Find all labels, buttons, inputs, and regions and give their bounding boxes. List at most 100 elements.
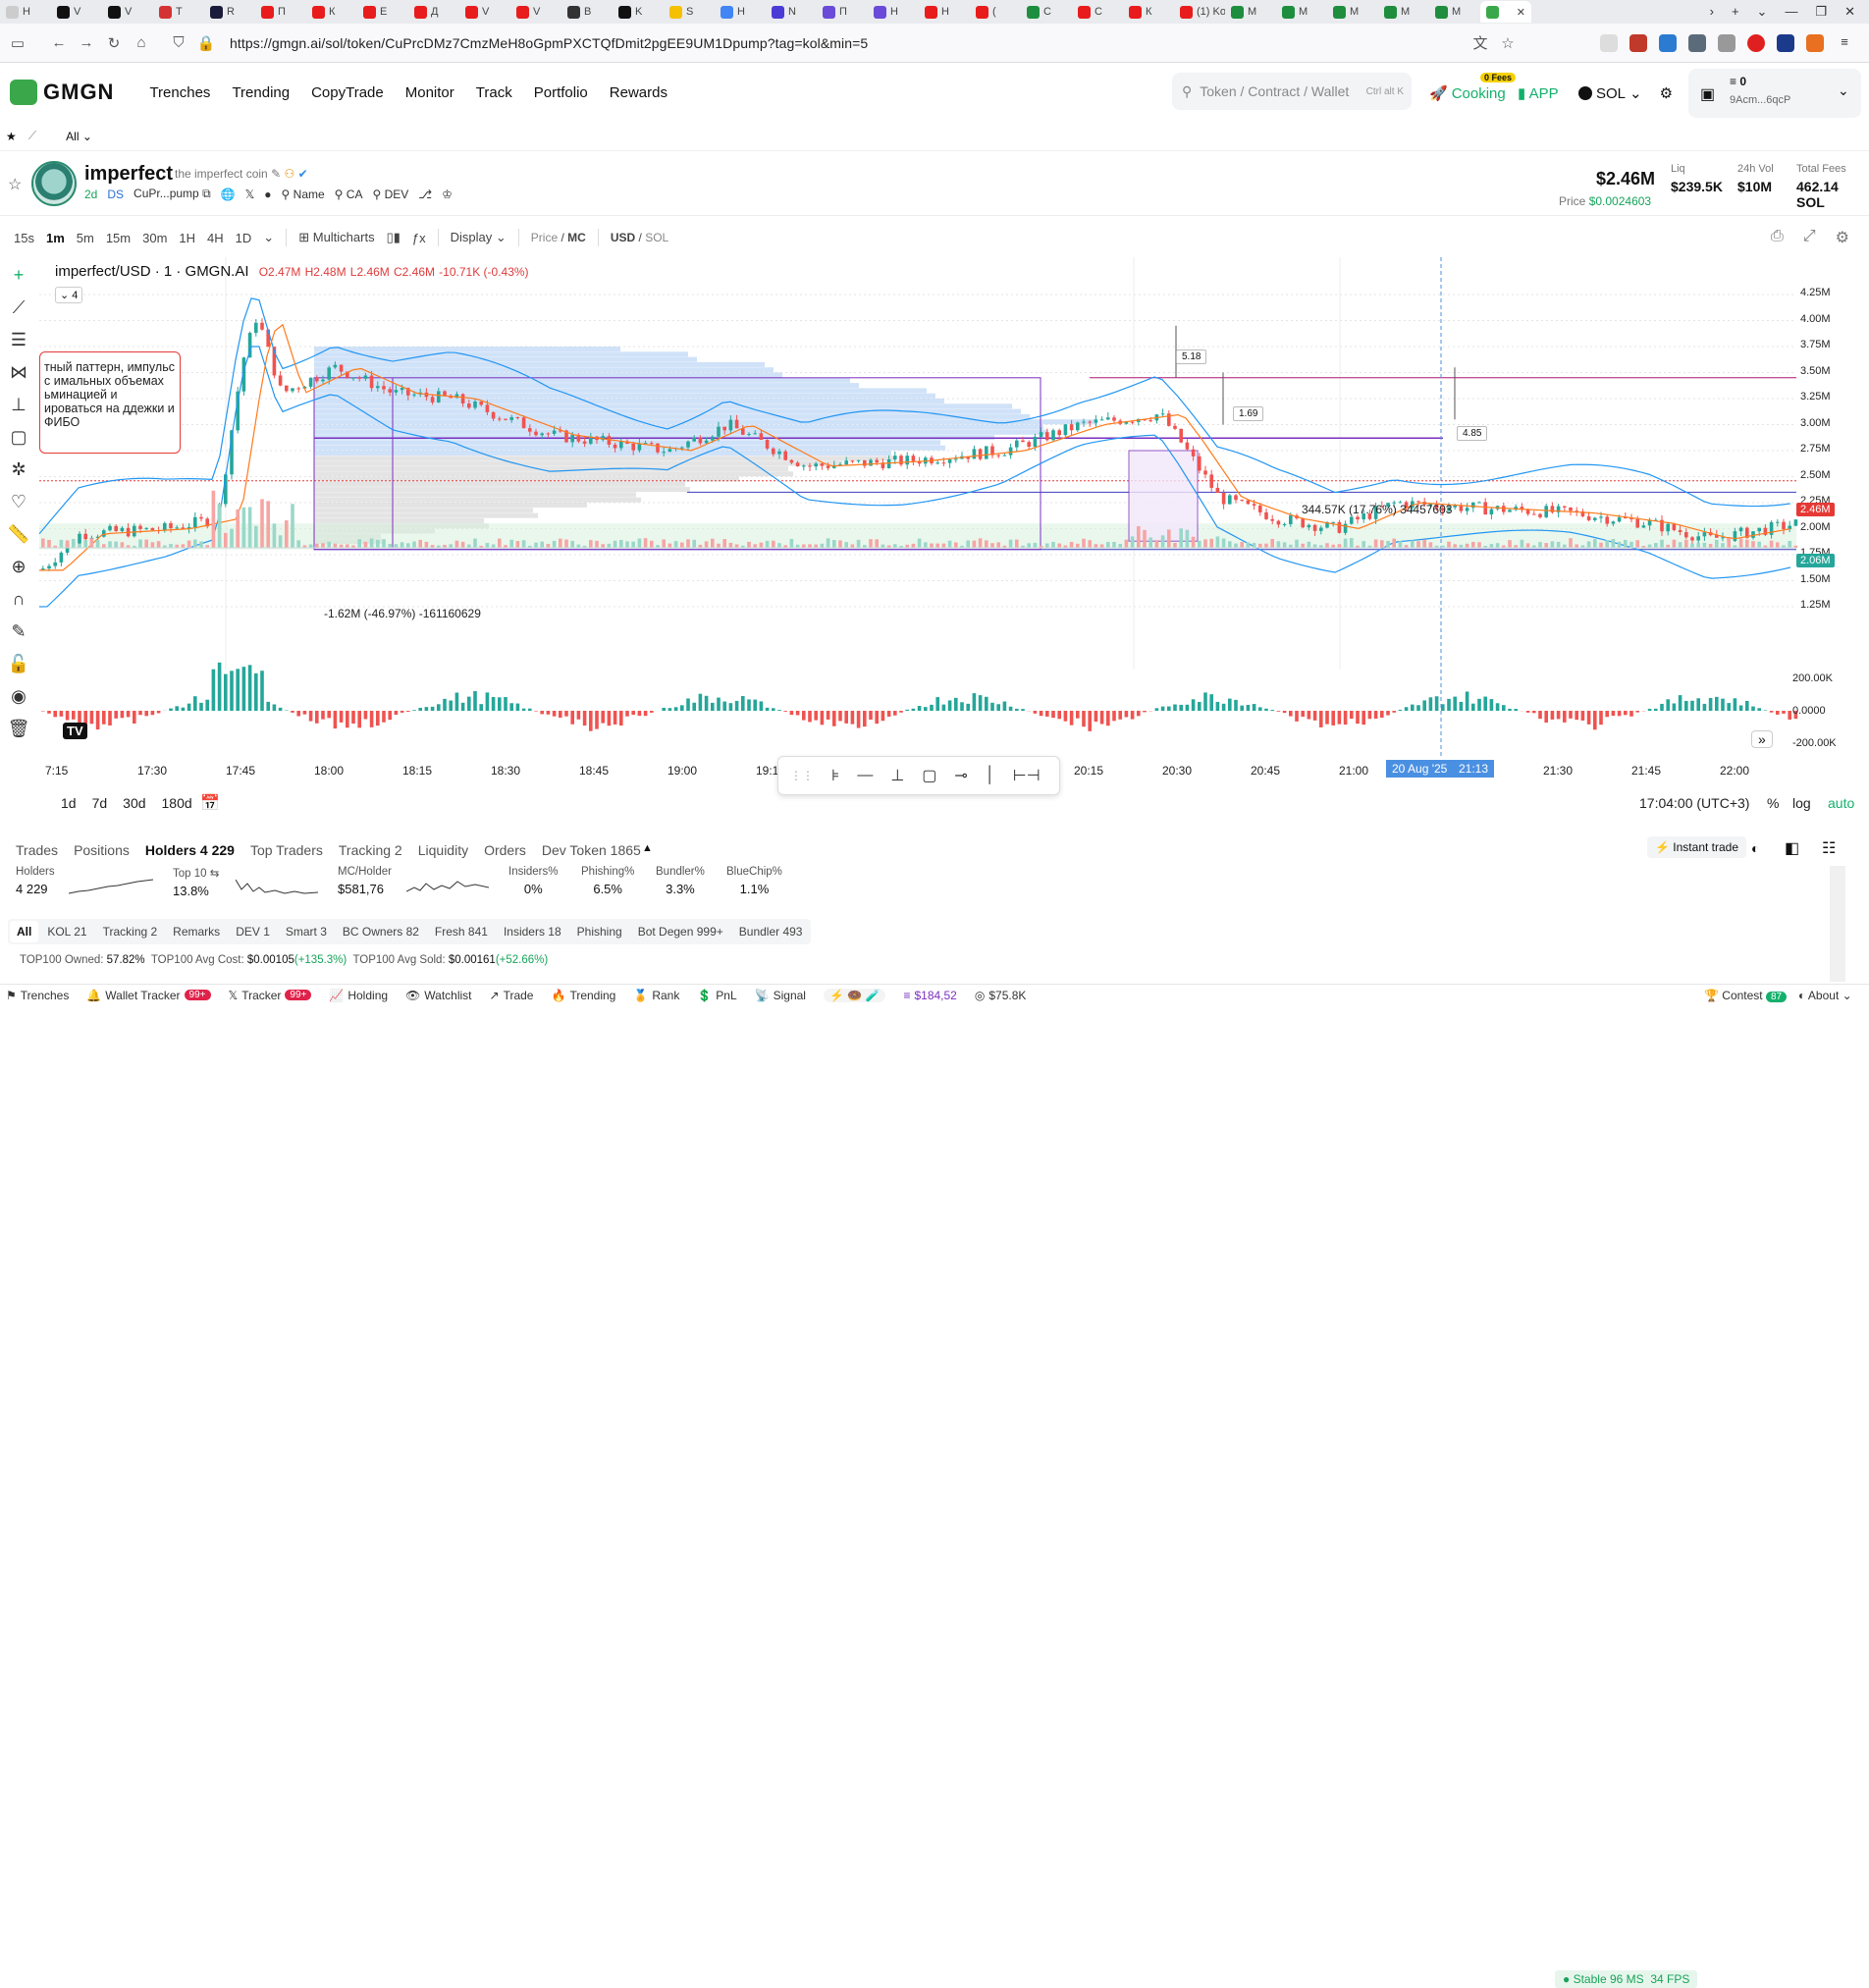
extension-icon[interactable] [1659, 34, 1677, 52]
status-watchlist[interactable]: 👁Watchlist [405, 989, 471, 1002]
quick-icons[interactable]: ⚡ 🍩 🧪 [824, 989, 886, 1002]
tab-dev[interactable]: Dev Token 1865 [542, 842, 641, 858]
browser-tab[interactable]: Е [357, 1, 408, 23]
chart-annotation-note[interactable]: тный паттерн, импульс с имальных объемах… [39, 351, 181, 454]
browser-tab[interactable]: К [306, 1, 357, 23]
percent-toggle[interactable]: % [1767, 795, 1779, 811]
range-30d[interactable]: 30d [123, 795, 145, 811]
lock-drawing-icon[interactable]: ✎ [11, 621, 26, 642]
browser-tab[interactable]: Н [868, 1, 919, 23]
globe-icon[interactable]: 🌐 [221, 188, 236, 201]
x-social-icon[interactable]: 𝕏 [245, 188, 255, 201]
collapse-icon[interactable]: ▲ [642, 842, 653, 854]
browser-tab[interactable]: П [255, 1, 306, 23]
settings-icon[interactable]: ⚙ [1836, 228, 1849, 247]
search-box[interactable]: ⚲ Token / Contract / Wallet Ctrl alt K [1172, 73, 1412, 110]
extension-icon[interactable] [1777, 34, 1794, 52]
camera-icon[interactable]: ⎙ [1771, 228, 1784, 247]
browser-tab[interactable]: V [102, 1, 153, 23]
status-signal[interactable]: 📡Signal [755, 989, 806, 1002]
crown-icon[interactable]: ♔ [442, 188, 453, 201]
browser-tab[interactable]: V [459, 1, 510, 23]
browser-tab[interactable]: B [561, 1, 613, 23]
interval-1H[interactable]: 1H [179, 231, 195, 245]
lock-icon[interactable]: 🔓 [8, 654, 29, 674]
browser-tab[interactable]: (1) Kor [1174, 1, 1225, 23]
browser-tab[interactable]: П [817, 1, 868, 23]
tab-tracking[interactable]: Tracking 2 [339, 842, 402, 858]
interval-30m[interactable]: 30m [142, 231, 167, 245]
browser-tab[interactable]: ( [970, 1, 1021, 23]
filter-bc[interactable]: BC Owners 82 [336, 921, 426, 942]
telegram-icon[interactable]: ● [264, 188, 271, 201]
home-icon[interactable]: ⌂ [128, 34, 155, 51]
sidebar-toggle-icon[interactable]: ▭ [4, 34, 31, 52]
filter-remarks[interactable]: Remarks [166, 921, 227, 942]
crosshair-icon[interactable]: + [14, 265, 25, 286]
nav-rewards[interactable]: Rewards [610, 84, 668, 101]
extension-icon[interactable] [1688, 34, 1706, 52]
close-tab-icon[interactable]: ✕ [1517, 6, 1525, 19]
settings-icon[interactable]: ⚙ [1660, 84, 1673, 102]
filter-kol[interactable]: KOL 21 [40, 921, 93, 942]
filter-all[interactable]: All [10, 921, 38, 942]
chevron-down-icon[interactable]: ⌄ [263, 230, 274, 245]
trash-icon[interactable]: 🗑 [8, 719, 30, 739]
tab-list-icon[interactable]: ⌄ [1757, 4, 1768, 20]
auto-toggle[interactable]: auto [1828, 795, 1854, 811]
browser-tab[interactable]: S [664, 1, 715, 23]
bookmark-star-icon[interactable]: ☆ [1494, 34, 1522, 52]
browser-tab[interactable]: M [1378, 1, 1429, 23]
interval-1D[interactable]: 1D [236, 231, 252, 245]
favorite-star-icon[interactable]: ☆ [8, 175, 22, 194]
drag-handle-icon[interactable]: ⋮⋮ [790, 769, 814, 782]
nav-copytrade[interactable]: CopyTrade [311, 84, 384, 101]
filter-bundler[interactable]: Bundler 493 [732, 921, 810, 942]
shield-icon[interactable]: ⛉ [165, 34, 192, 51]
chain-selector[interactable]: SOL⌄⚙ [1578, 84, 1673, 102]
magnet-icon[interactable]: ∩ [13, 589, 26, 610]
interval-1m[interactable]: 1m [46, 231, 65, 245]
browser-tab[interactable]: M [1327, 1, 1378, 23]
interval-5m[interactable]: 5m [77, 231, 94, 245]
chevron-down-icon[interactable]: ⌄ [1838, 82, 1849, 99]
price-mc-toggle[interactable]: Price / MC [531, 231, 586, 244]
url-field[interactable]: https://gmgn.ai/sol/token/CuPrcDMz7CmzMe… [230, 35, 868, 51]
close-window-icon[interactable]: ✕ [1844, 4, 1855, 20]
browser-tab[interactable]: K [613, 1, 664, 23]
restore-icon[interactable]: ❐ [1815, 4, 1827, 20]
interval-15s[interactable]: 15s [14, 231, 34, 245]
tabs-scroll-icon[interactable]: › [1710, 4, 1714, 20]
filter-smart[interactable]: Smart 3 [279, 921, 334, 942]
scroll-right-button[interactable]: » [1751, 730, 1773, 748]
price-chart[interactable] [39, 257, 1845, 768]
range-180d[interactable]: 180d [162, 795, 192, 811]
search-dev-link[interactable]: ⚲ DEV [372, 188, 408, 201]
browser-tab[interactable]: M [1225, 1, 1276, 23]
app-button[interactable]: ▮ APP [1518, 84, 1559, 102]
extension-icon[interactable] [1600, 34, 1618, 52]
rectangle-icon[interactable]: ▢ [10, 427, 27, 448]
contract-address[interactable]: CuPr...pump ⧉ [134, 187, 211, 201]
date-range-icon[interactable]: ⊢⊣ [1013, 766, 1041, 785]
filter-dev[interactable]: DEV 1 [229, 921, 277, 942]
browser-tab[interactable]: К [1123, 1, 1174, 23]
layout-icon[interactable]: ◐ [1751, 840, 1759, 856]
long-position-icon[interactable]: ⊧ [831, 766, 839, 785]
tab-top[interactable]: Top Traders [250, 842, 323, 858]
browser-tab[interactable]: T [153, 1, 204, 23]
search-ca-link[interactable]: ⚲ CA [335, 188, 363, 201]
instant-trade-button[interactable]: ⚡ Instant trade [1647, 836, 1746, 858]
browser-tab[interactable]: R [204, 1, 255, 23]
contest-link[interactable]: 🏆 Contest 87 [1704, 989, 1787, 1002]
watchlist-filter[interactable]: All ⌄ [66, 130, 92, 143]
search-name-link[interactable]: ⚲ Name [282, 188, 325, 201]
filter-fresh[interactable]: Fresh 841 [428, 921, 495, 942]
browser-tab[interactable]: Н [919, 1, 970, 23]
timezone-clock[interactable]: 17:04:00 (UTC+3) [1639, 795, 1749, 811]
browser-tab[interactable]: N [766, 1, 817, 23]
tab-holders[interactable]: Holders 4 229 [145, 842, 235, 858]
wallet-box[interactable]: ▣ ≡ 0 9Acm...6qcP ⌄ [1688, 69, 1861, 118]
status-trending[interactable]: 🔥Trending [551, 989, 615, 1002]
nav-trending[interactable]: Trending [232, 84, 290, 101]
